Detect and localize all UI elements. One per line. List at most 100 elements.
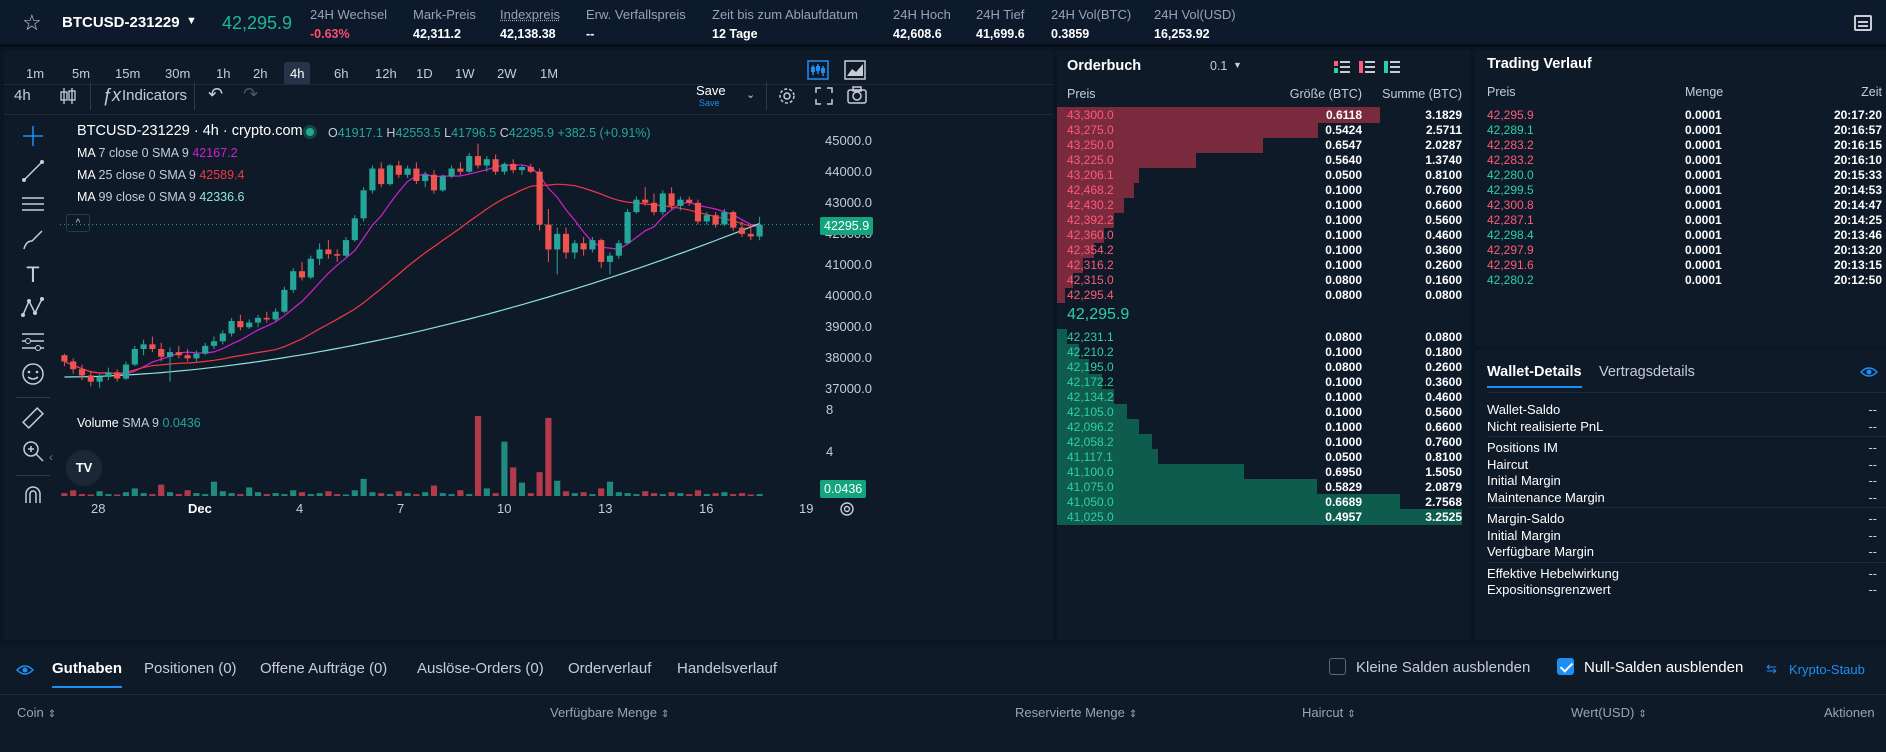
column-header[interactable]: Verfügbare Menge ⇕ xyxy=(550,705,669,720)
bid-row[interactable]: 41,025.0 0.4957 3.2525 xyxy=(1057,508,1470,526)
ask-row[interactable]: 42,315.0 0.0800 0.1600 xyxy=(1057,271,1470,289)
timeframe-1M[interactable]: 1M xyxy=(540,66,559,81)
ruler-icon[interactable] xyxy=(18,405,48,435)
hide-zero-checkbox[interactable] xyxy=(1557,658,1574,675)
bid-row[interactable]: 42,105.0 0.1000 0.5600 xyxy=(1057,403,1470,421)
settings-gear-icon[interactable] xyxy=(776,85,798,107)
timeframe-2h[interactable]: 2h xyxy=(253,66,268,81)
orderbook-both-icon[interactable] xyxy=(1334,61,1350,73)
ask-row[interactable]: 43,300.0 0.6118 3.1829 xyxy=(1057,106,1470,124)
timeframe-4h[interactable]: 4h xyxy=(284,62,311,85)
layout-icon[interactable] xyxy=(1854,15,1872,31)
chevron-down-icon[interactable]: ⌄ xyxy=(746,89,756,101)
brush-icon[interactable] xyxy=(18,227,48,257)
chevron-down-icon[interactable]: ▼ xyxy=(186,15,197,27)
timeframe-1D[interactable]: 1D xyxy=(416,66,433,81)
ask-row[interactable]: 42,360.0 0.1000 0.4600 xyxy=(1057,226,1470,244)
column-header[interactable]: Reservierte Menge ⇕ xyxy=(1015,705,1137,720)
bid-row[interactable]: 41,075.0 0.5829 2.0879 xyxy=(1057,478,1470,496)
timeframe-15m[interactable]: 15m xyxy=(115,66,141,81)
interval-button[interactable]: 4h xyxy=(14,87,31,104)
bid-row[interactable]: 41,117.1 0.0500 0.8100 xyxy=(1057,448,1470,466)
hide-zero-label[interactable]: Null-Salden ausblenden xyxy=(1584,659,1744,676)
sort-icon[interactable]: ⇕ xyxy=(1638,709,1647,720)
bid-row[interactable]: 42,134.2 0.1000 0.4600 xyxy=(1057,388,1470,406)
ask-row[interactable]: 42,392.2 0.1000 0.5600 xyxy=(1057,211,1470,229)
dust-icon[interactable]: ⇆ xyxy=(1766,661,1777,676)
timeframe-30m[interactable]: 30m xyxy=(165,66,191,81)
camera-icon[interactable] xyxy=(846,85,868,105)
favorite-star-icon[interactable]: ☆ xyxy=(22,10,42,35)
bid-row[interactable]: 42,195.0 0.0800 0.2600 xyxy=(1057,358,1470,376)
timeframe-5m[interactable]: 5m xyxy=(72,66,91,81)
tab-4[interactable]: Orderverlauf xyxy=(568,660,652,677)
bid-row[interactable]: 42,172.2 0.1000 0.3600 xyxy=(1057,373,1470,391)
column-header[interactable]: Haircut ⇕ xyxy=(1302,705,1356,720)
ask-row[interactable]: 43,225.0 0.5640 1.3740 xyxy=(1057,151,1470,169)
orderbook-bids-icon[interactable] xyxy=(1384,61,1400,73)
eye-icon[interactable] xyxy=(16,664,34,676)
sort-icon[interactable]: ⇕ xyxy=(1128,709,1138,720)
zoom-in-icon[interactable] xyxy=(18,438,48,468)
forecast-icon[interactable] xyxy=(18,328,48,358)
chevron-down-icon[interactable]: ▼ xyxy=(1233,60,1242,70)
timeframe-2W[interactable]: 2W xyxy=(497,66,517,81)
dust-link[interactable]: Krypto-Staub xyxy=(1789,662,1865,677)
bid-row[interactable]: 41,050.0 0.6689 2.7568 xyxy=(1057,493,1470,511)
sort-icon[interactable]: ⇕ xyxy=(47,709,57,720)
candle-view-icon[interactable] xyxy=(807,60,829,80)
ask-row[interactable]: 42,316.2 0.1000 0.2600 xyxy=(1057,256,1470,274)
horizontal-lines-icon[interactable] xyxy=(18,192,48,222)
bid-row[interactable]: 42,210.2 0.1000 0.1800 xyxy=(1057,343,1470,361)
save-button[interactable]: Save xyxy=(696,83,726,98)
magnet-icon[interactable] xyxy=(18,483,48,513)
indicators-button[interactable]: Indicators xyxy=(122,87,188,104)
crosshair-icon[interactable] xyxy=(18,123,48,153)
orderbook-asks-icon[interactable] xyxy=(1359,61,1375,73)
tab-1[interactable]: Positionen (0) xyxy=(144,660,237,677)
hide-small-checkbox[interactable] xyxy=(1329,658,1346,675)
tab-2[interactable]: Offene Aufträge (0) xyxy=(260,660,388,677)
bid-row[interactable]: 42,058.2 0.1000 0.7600 xyxy=(1057,433,1470,451)
tab-5[interactable]: Handelsverlauf xyxy=(677,660,778,677)
fullscreen-icon[interactable] xyxy=(814,86,834,106)
timeframe-1m[interactable]: 1m xyxy=(26,66,45,81)
bid-row[interactable]: 41,100.0 0.6950 1.5050 xyxy=(1057,463,1470,481)
tradingview-logo[interactable]: TV xyxy=(66,450,102,486)
tab-3[interactable]: Auslöse-Orders (0) xyxy=(417,660,544,677)
column-header[interactable]: Wert(USD) ⇕ xyxy=(1571,705,1647,720)
timeframe-1h[interactable]: 1h xyxy=(216,66,231,81)
tab-0[interactable]: Guthaben xyxy=(52,660,122,688)
emoji-icon[interactable] xyxy=(18,361,48,391)
pattern-icon[interactable] xyxy=(18,295,48,325)
ask-row[interactable]: 43,250.0 0.6547 2.0287 xyxy=(1057,136,1470,154)
redo-icon[interactable]: ↷ xyxy=(243,84,259,104)
price-chart[interactable] xyxy=(4,50,1053,640)
timeframe-6h[interactable]: 6h xyxy=(334,66,349,81)
collapse-toolbar-icon[interactable]: ‹ xyxy=(49,450,53,464)
timeframe-1W[interactable]: 1W xyxy=(455,66,475,81)
ask-row[interactable]: 43,275.0 0.5424 2.5711 xyxy=(1057,121,1470,139)
eye-icon[interactable] xyxy=(1860,366,1878,378)
symbol-selector[interactable]: BTCUSD-231229 xyxy=(62,14,180,31)
column-header[interactable]: Coin ⇕ xyxy=(17,705,56,720)
tab-wallet-details[interactable]: Wallet-Details xyxy=(1487,364,1582,388)
chart-settings-icon[interactable] xyxy=(838,500,856,518)
ask-row[interactable]: 42,468.2 0.1000 0.7600 xyxy=(1057,181,1470,199)
price-step-select[interactable]: 0.1 xyxy=(1210,59,1228,73)
bid-row[interactable]: 42,231.1 0.0800 0.0800 xyxy=(1057,328,1470,346)
bid-row[interactable]: 42,096.2 0.1000 0.6600 xyxy=(1057,418,1470,436)
ask-row[interactable]: 42,354.2 0.1000 0.3600 xyxy=(1057,241,1470,259)
timeframe-12h[interactable]: 12h xyxy=(375,66,397,81)
undo-icon[interactable]: ↶ xyxy=(208,84,224,104)
candle-type-icon[interactable] xyxy=(58,86,78,106)
trend-line-icon[interactable] xyxy=(18,158,48,188)
text-tool-icon[interactable]: T xyxy=(26,262,40,287)
tab-contract-details[interactable]: Vertragsdetails xyxy=(1599,364,1695,380)
collapse-legend-button[interactable]: ^ xyxy=(66,214,90,232)
ask-row[interactable]: 42,295.4 0.0800 0.0800 xyxy=(1057,286,1470,304)
area-view-icon[interactable] xyxy=(844,60,866,80)
sort-icon[interactable]: ⇕ xyxy=(660,709,670,720)
ask-row[interactable]: 42,430.2 0.1000 0.6600 xyxy=(1057,196,1470,214)
sort-icon[interactable]: ⇕ xyxy=(1347,709,1356,720)
